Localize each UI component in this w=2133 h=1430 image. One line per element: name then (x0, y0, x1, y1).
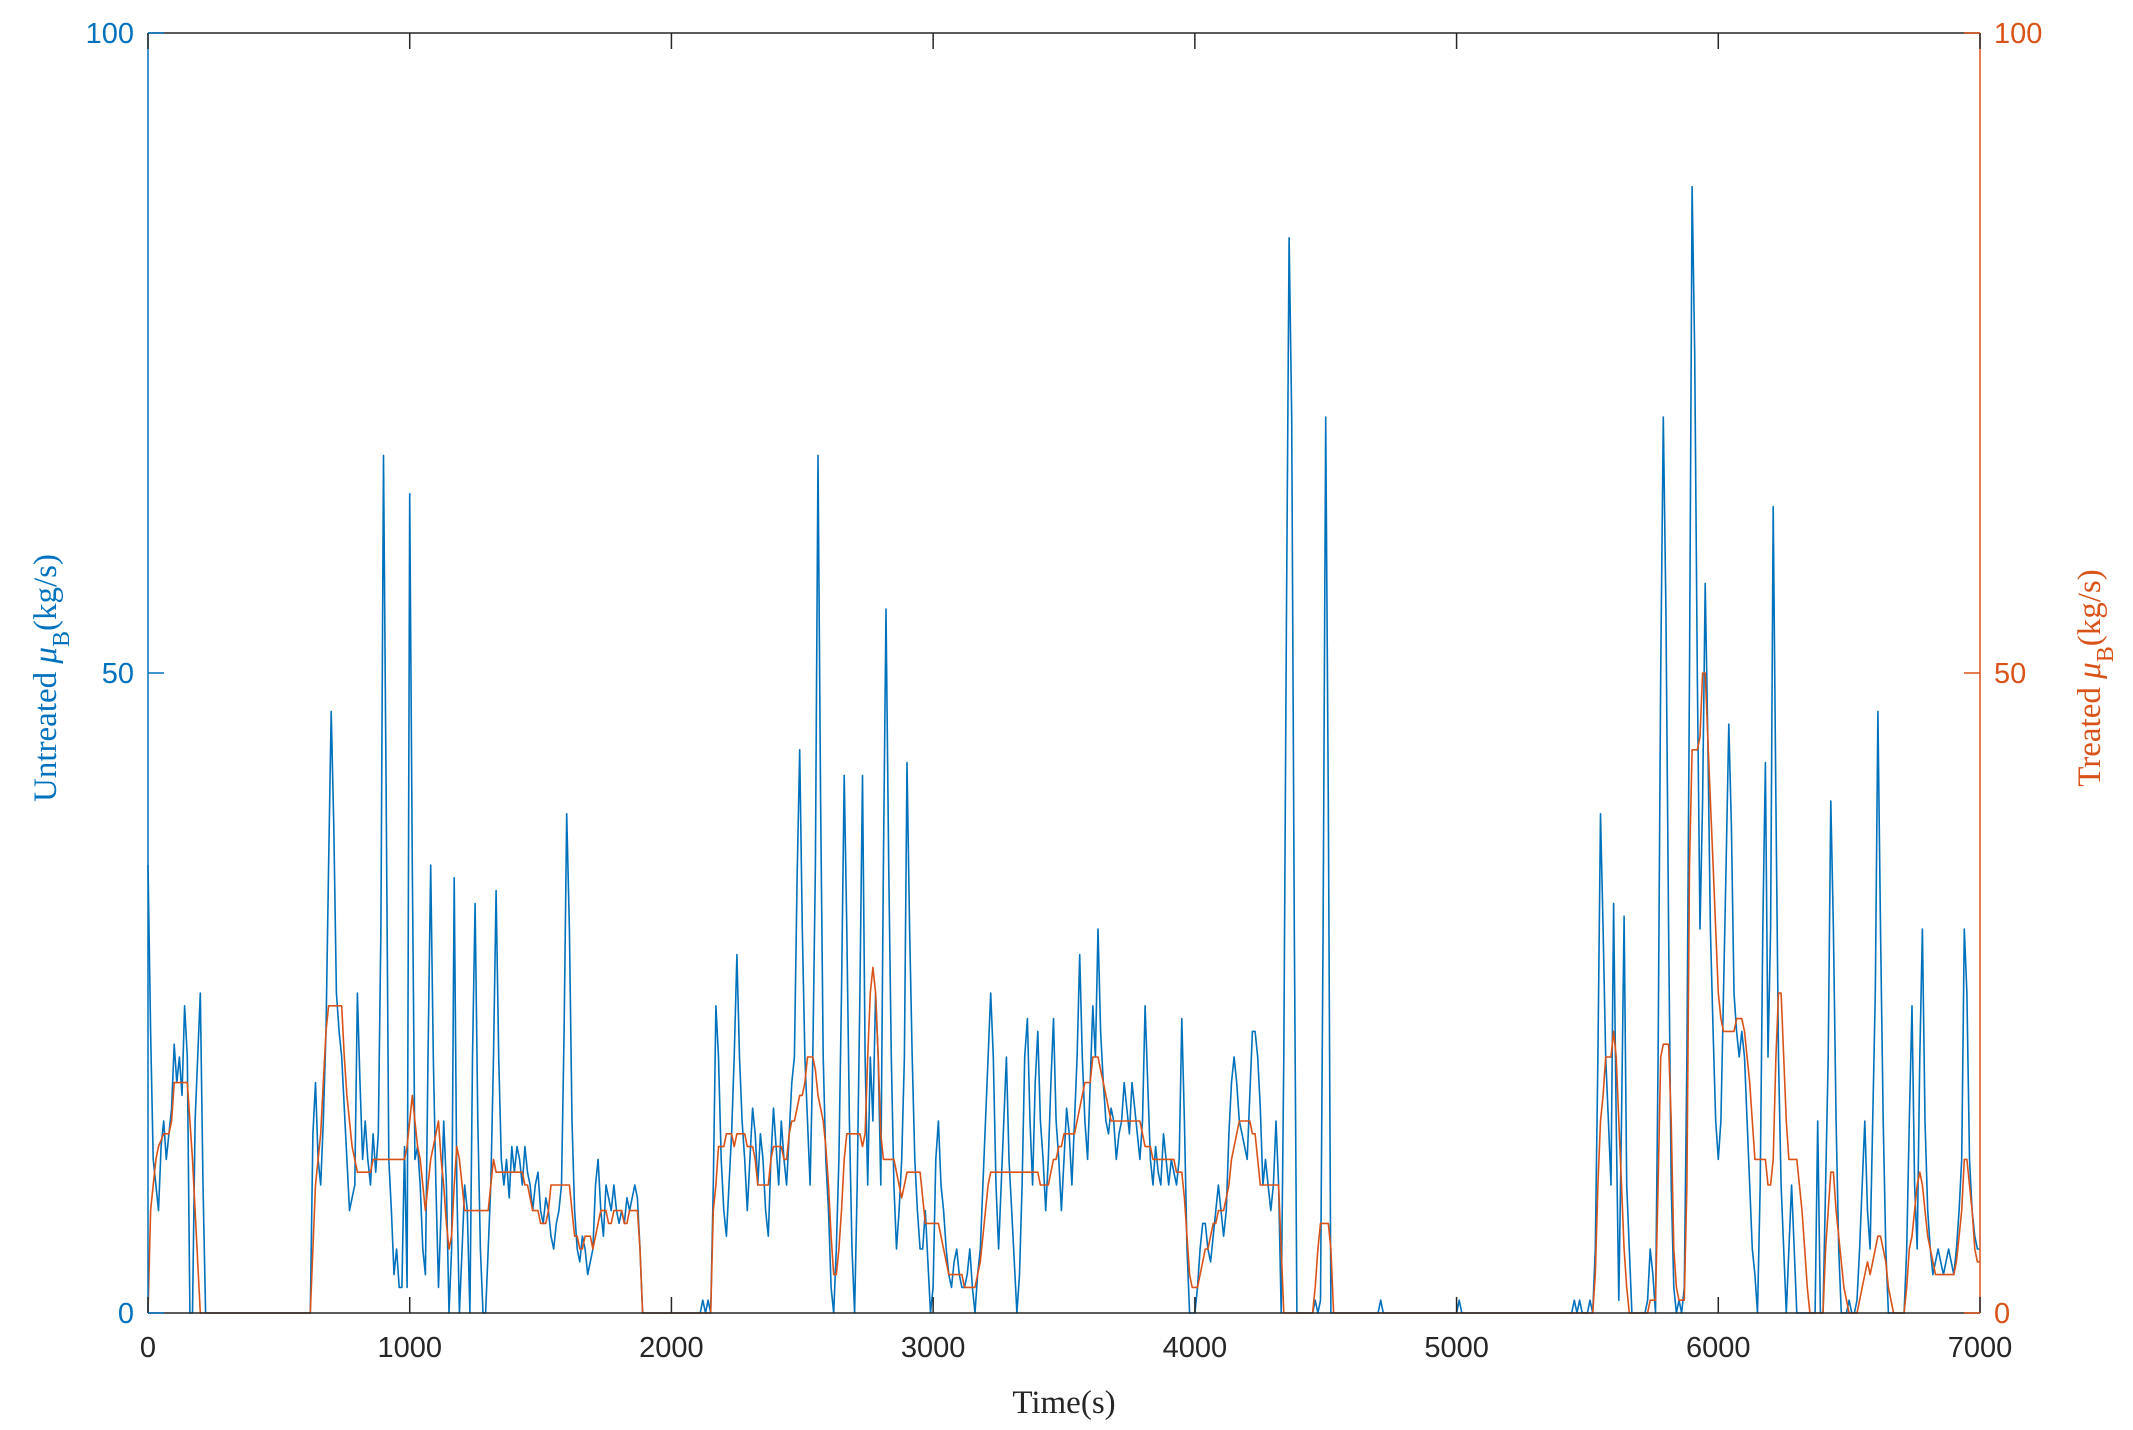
left-y-axis-label: Untreated μB(kg/s) (28, 554, 75, 802)
x-tick-label: 5000 (1424, 1332, 1489, 1364)
x-axis-ticks: 0 1000 2000 3000 4000 5000 6000 7000 (140, 33, 2012, 1364)
right-y-label-symbol: μ (2072, 662, 2108, 680)
left-y-label-subscript: B (49, 631, 75, 647)
untreated-series-line (147, 185, 1980, 1314)
right-y-tick-label: 100 (1994, 18, 2042, 50)
x-tick-label: 1000 (377, 1332, 442, 1364)
x-tick-label: 7000 (1948, 1332, 2013, 1364)
right-y-axis-ticks: 0 50 100 (1964, 18, 2042, 1330)
right-y-tick-label: 50 (1994, 658, 2026, 690)
left-y-tick-label: 100 (86, 18, 134, 50)
series-layer (147, 185, 1980, 1314)
x-axis-label: Time(s) (1012, 1385, 1115, 1421)
x-tick-label: 6000 (1686, 1332, 1751, 1364)
left-y-label-symbol: μ (28, 647, 64, 665)
x-tick-label: 4000 (1163, 1332, 1228, 1364)
left-y-label-prefix: Untreated (28, 664, 64, 802)
right-y-tick-label: 0 (1994, 1298, 2010, 1330)
left-y-tick-label: 50 (102, 658, 134, 690)
treated-series-line (147, 672, 1980, 1314)
right-y-label-suffix: (kg/s) (2072, 569, 2108, 646)
left-y-axis-ticks: 0 50 100 (86, 18, 164, 1330)
left-y-label-suffix: (kg/s) (28, 554, 64, 631)
x-tick-label: 3000 (901, 1332, 966, 1364)
left-y-tick-label: 0 (118, 1298, 134, 1330)
right-y-label-prefix: Treated (2072, 679, 2108, 787)
right-y-axis-label: Treated μB(kg/s) (2072, 569, 2119, 786)
x-tick-label: 0 (140, 1332, 156, 1364)
right-y-label-subscript: B (2093, 646, 2119, 662)
x-tick-label: 2000 (639, 1332, 704, 1364)
